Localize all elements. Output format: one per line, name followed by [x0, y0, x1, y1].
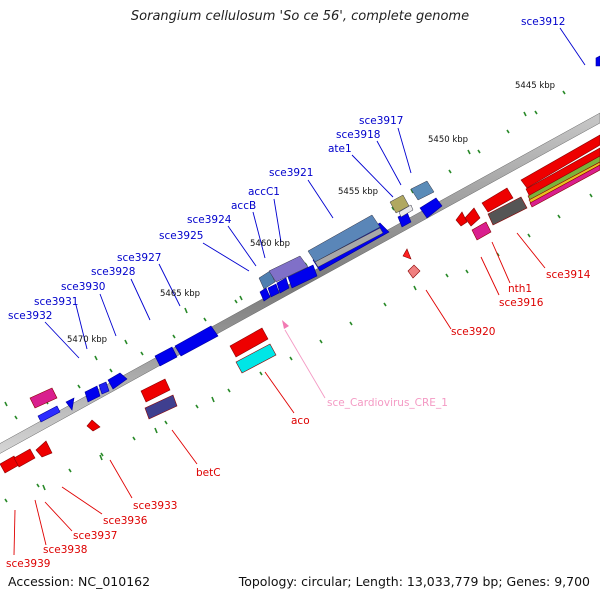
scale-label: 5445 kbp — [515, 81, 555, 91]
accession-label: Accession: NC_010162 — [8, 574, 151, 589]
gene-label: nth1 — [508, 283, 532, 295]
gene-label: accC1 — [248, 186, 280, 198]
gene-label: sce3916 — [499, 297, 544, 309]
tick-ring-outer — [4, 90, 566, 420]
scale-label: 5450 kbp — [428, 135, 468, 145]
gene-label: sce3939 — [6, 558, 50, 570]
gene-label: aco — [291, 415, 310, 427]
gene-label: sce3938 — [43, 544, 87, 556]
reverse-strand-genes — [0, 134, 600, 474]
genome-summary: Topology: circular; Length: 13,033,779 b… — [238, 574, 590, 589]
gene-label: sce3920 — [451, 326, 495, 338]
scale-label: 5460 kbp — [250, 239, 290, 249]
gene-label: accB — [231, 200, 256, 212]
gene-label: ate1 — [328, 143, 352, 155]
scale-label: 5455 kbp — [338, 187, 378, 197]
gene-label: sce3928 — [91, 266, 135, 278]
gene-label: sce3914 — [546, 269, 591, 281]
scale-labels: 5445 kbp 5450 kbp 5455 kbp 5460 kbp 5465… — [67, 81, 555, 345]
gene-label: sce3925 — [159, 230, 203, 242]
gene-label: betC — [196, 467, 221, 479]
gene-label: sce3933 — [133, 500, 177, 512]
gene-label: sce3924 — [187, 214, 232, 226]
gene-label: sce3930 — [61, 281, 105, 293]
forward-strand-genes — [37, 55, 600, 423]
gene-label: sce3931 — [34, 296, 78, 308]
scale-label: 5470 kbp — [67, 335, 107, 345]
gene-label: sce_Cardiovirus_CRE_1 — [327, 397, 448, 409]
gene-label: sce3932 — [8, 310, 52, 322]
gene-label: sce3918 — [336, 129, 380, 141]
gene-label: sce3917 — [359, 115, 403, 127]
label-leader-lines — [13, 27, 586, 556]
forward-gene-labels: sce3912 sce3917 sce3918 ate1 sce3921 acc… — [8, 16, 565, 322]
gene-label: sce3936 — [103, 515, 148, 527]
gene-label: sce3937 — [73, 530, 117, 542]
reverse-gene-labels: sce3914 nth1 sce3916 sce3920 sce_Cardiov… — [6, 269, 591, 570]
gene-label: sce3912 — [521, 16, 565, 28]
gene-label: sce3927 — [117, 252, 161, 264]
tick-ring-inner — [4, 193, 593, 503]
cardiovirus-cre-element — [282, 320, 289, 329]
forward-colored-genes — [258, 180, 435, 290]
gene-label: sce3921 — [269, 167, 313, 179]
scale-label: 5465 kbp — [160, 289, 200, 299]
map-title: Sorangium cellulosum 'So ce 56', complet… — [130, 9, 470, 24]
